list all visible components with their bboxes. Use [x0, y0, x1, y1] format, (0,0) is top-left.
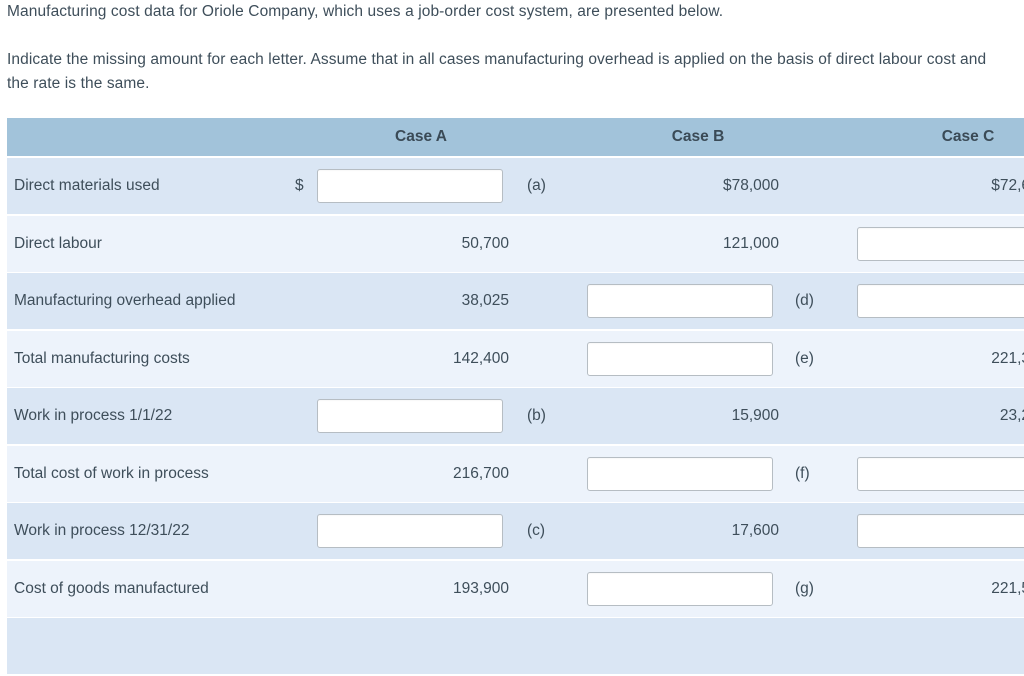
case-a-direct-materials-input[interactable] — [317, 169, 503, 203]
case-c-value: $72,6 — [991, 177, 1024, 194]
row-label: Work in process 1/1/22 — [14, 407, 173, 424]
column-header-case-c: Case C — [941, 128, 995, 145]
row-label: Manufacturing overhead applied — [14, 292, 236, 309]
case-c-value: 221,5 — [991, 579, 1024, 597]
cost-data-table: Case A Case B Case C Direct materials us… — [7, 118, 1024, 674]
case-b-value: $78,000 — [722, 177, 779, 194]
row-label: Total manufacturing costs — [14, 349, 190, 367]
table-row-wip-beginning: Work in process 1/1/22 (b) 15,900 23,2 — [7, 388, 1024, 444]
question-page: Manufacturing cost data for Oriole Compa… — [7, 0, 1024, 676]
table-row-total-manufacturing-costs: Total manufacturing costs 142,400 (e) 22… — [7, 330, 1024, 387]
row-label: Direct labour — [14, 234, 102, 252]
case-c-value: 23,2 — [999, 407, 1024, 424]
case-a-letter: (c) — [527, 522, 546, 539]
case-b-letter: (e) — [795, 349, 814, 367]
table-row-total-cost-wip: Total cost of work in process 216,700 (f… — [7, 445, 1024, 502]
case-c-total-cost-wip-input[interactable] — [857, 456, 1024, 491]
row-label: Total cost of work in process — [14, 464, 209, 482]
row-label: Work in process 12/31/22 — [14, 522, 190, 539]
currency-symbol: $ — [295, 177, 304, 194]
case-a-value: 216,700 — [452, 464, 509, 482]
case-b-total-cost-wip-input[interactable] — [587, 456, 773, 491]
case-b-overhead-input[interactable] — [587, 284, 773, 318]
column-header-case-b: Case B — [671, 128, 725, 145]
case-b-value: 17,600 — [731, 522, 779, 539]
column-header-case-a: Case A — [395, 128, 447, 145]
case-c-overhead-input[interactable] — [857, 284, 1024, 318]
table-row-partial — [7, 618, 1024, 674]
case-b-letter: (f) — [795, 464, 810, 482]
table-row-direct-materials: Direct materials used $ (a) $78,000 $72,… — [7, 158, 1024, 214]
case-a-letter: (a) — [527, 177, 546, 194]
case-c-wip-ending-input[interactable] — [857, 514, 1024, 548]
intro-paragraph-2: Indicate the missing amount for each let… — [7, 51, 987, 92]
case-b-value: 15,900 — [731, 407, 779, 424]
case-a-value: 50,700 — [461, 234, 509, 252]
case-a-wip-ending-input[interactable] — [317, 514, 503, 548]
case-b-total-costs-input[interactable] — [587, 341, 773, 376]
row-label: Cost of goods manufactured — [14, 579, 209, 597]
case-a-letter: (b) — [527, 407, 546, 424]
case-a-value: 38,025 — [461, 292, 509, 309]
case-a-value: 193,900 — [452, 579, 509, 597]
case-b-cogm-input[interactable] — [587, 571, 773, 606]
row-label: Direct materials used — [14, 177, 160, 194]
intro-paragraph-1: Manufacturing cost data for Oriole Compa… — [7, 3, 724, 20]
table-row-overhead-applied: Manufacturing overhead applied 38,025 (d… — [7, 273, 1024, 329]
table-row-wip-ending: Work in process 12/31/22 (c) 17,600 — [7, 503, 1024, 559]
case-a-wip-beginning-input[interactable] — [317, 399, 503, 433]
table-row-cogm: Cost of goods manufactured 193,900 (g) 2… — [7, 560, 1024, 617]
table-header-row: Case A Case B Case C — [7, 118, 1024, 156]
case-b-letter: (g) — [795, 579, 814, 597]
case-b-letter: (d) — [795, 292, 814, 309]
case-c-direct-labour-input[interactable] — [857, 226, 1024, 261]
case-c-value: 221,3 — [991, 349, 1024, 367]
case-a-value: 142,400 — [452, 349, 509, 367]
case-b-value: 121,000 — [722, 234, 779, 252]
table-row-direct-labour: Direct labour 50,700 121,000 — [7, 215, 1024, 272]
